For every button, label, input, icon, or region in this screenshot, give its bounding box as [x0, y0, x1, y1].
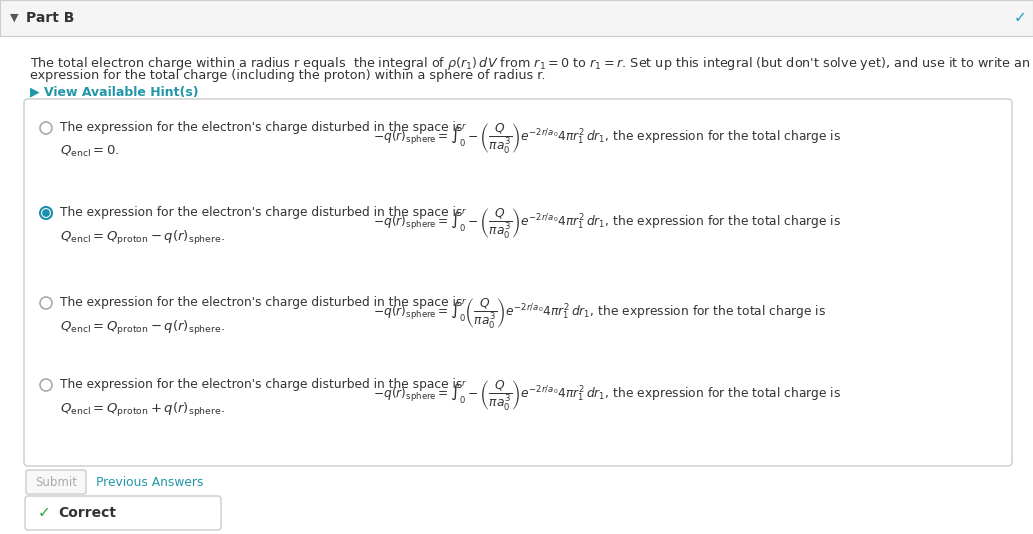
- FancyBboxPatch shape: [25, 496, 221, 530]
- FancyBboxPatch shape: [0, 0, 1033, 36]
- Text: ▼: ▼: [9, 13, 19, 23]
- Text: $-q(r)_{\mathrm{sphere}} = \int_0^r - \left(\dfrac{Q}{\pi a_0^3}\right) e^{-2r/a: $-q(r)_{\mathrm{sphere}} = \int_0^r - \l…: [373, 206, 841, 240]
- Text: ✓: ✓: [1013, 11, 1027, 26]
- Text: Submit: Submit: [35, 475, 77, 489]
- Text: ✓: ✓: [37, 506, 51, 521]
- Text: $Q_{\mathrm{encl}} = 0.$: $Q_{\mathrm{encl}} = 0.$: [60, 144, 120, 159]
- Text: The expression for the electron's charge disturbed in the space is: The expression for the electron's charge…: [60, 296, 463, 309]
- Circle shape: [40, 379, 52, 391]
- Text: ▶ View Available Hint(s): ▶ View Available Hint(s): [30, 85, 198, 98]
- Text: $Q_{\mathrm{encl}} = Q_{\mathrm{proton}} + q(r)_{\mathrm{sphere}}.$: $Q_{\mathrm{encl}} = Q_{\mathrm{proton}}…: [60, 401, 225, 419]
- Text: The expression for the electron's charge disturbed in the space is: The expression for the electron's charge…: [60, 378, 463, 391]
- Text: The expression for the electron's charge disturbed in the space is: The expression for the electron's charge…: [60, 206, 463, 219]
- Circle shape: [42, 210, 50, 216]
- Text: $-q(r)_{\mathrm{sphere}} = \int_0^r \left(\dfrac{Q}{\pi a_0^3}\right) e^{-2r/a_0: $-q(r)_{\mathrm{sphere}} = \int_0^r \lef…: [373, 296, 826, 330]
- Text: $Q_{\mathrm{encl}} = Q_{\mathrm{proton}} - q(r)_{\mathrm{sphere}}.$: $Q_{\mathrm{encl}} = Q_{\mathrm{proton}}…: [60, 319, 225, 337]
- Text: The expression for the electron's charge disturbed in the space is: The expression for the electron's charge…: [60, 121, 463, 134]
- Text: expression for the total charge (including the proton) within a sphere of radius: expression for the total charge (includi…: [30, 69, 545, 82]
- Text: $-q(r)_{\mathrm{sphere}} = \int_0^r - \left(\dfrac{Q}{\pi a_0^3}\right) e^{-2r/a: $-q(r)_{\mathrm{sphere}} = \int_0^r - \l…: [373, 378, 841, 412]
- FancyBboxPatch shape: [26, 470, 86, 494]
- Circle shape: [40, 207, 52, 219]
- Circle shape: [40, 297, 52, 309]
- Circle shape: [40, 122, 52, 134]
- Text: The total electron charge within a radius r equals  the integral of $\rho(r_1)\,: The total electron charge within a radiu…: [30, 55, 1030, 72]
- Text: $-q(r)_{\mathrm{sphere}} = \int_0^r - \left(\dfrac{Q}{\pi a_0^3}\right) e^{-2r/a: $-q(r)_{\mathrm{sphere}} = \int_0^r - \l…: [373, 121, 841, 155]
- Text: Part B: Part B: [26, 11, 74, 25]
- Text: Correct: Correct: [58, 506, 116, 520]
- Text: Previous Answers: Previous Answers: [96, 475, 204, 489]
- FancyBboxPatch shape: [24, 99, 1012, 466]
- Text: $Q_{\mathrm{encl}} = Q_{\mathrm{proton}} - q(r)_{\mathrm{sphere}}.$: $Q_{\mathrm{encl}} = Q_{\mathrm{proton}}…: [60, 229, 225, 247]
